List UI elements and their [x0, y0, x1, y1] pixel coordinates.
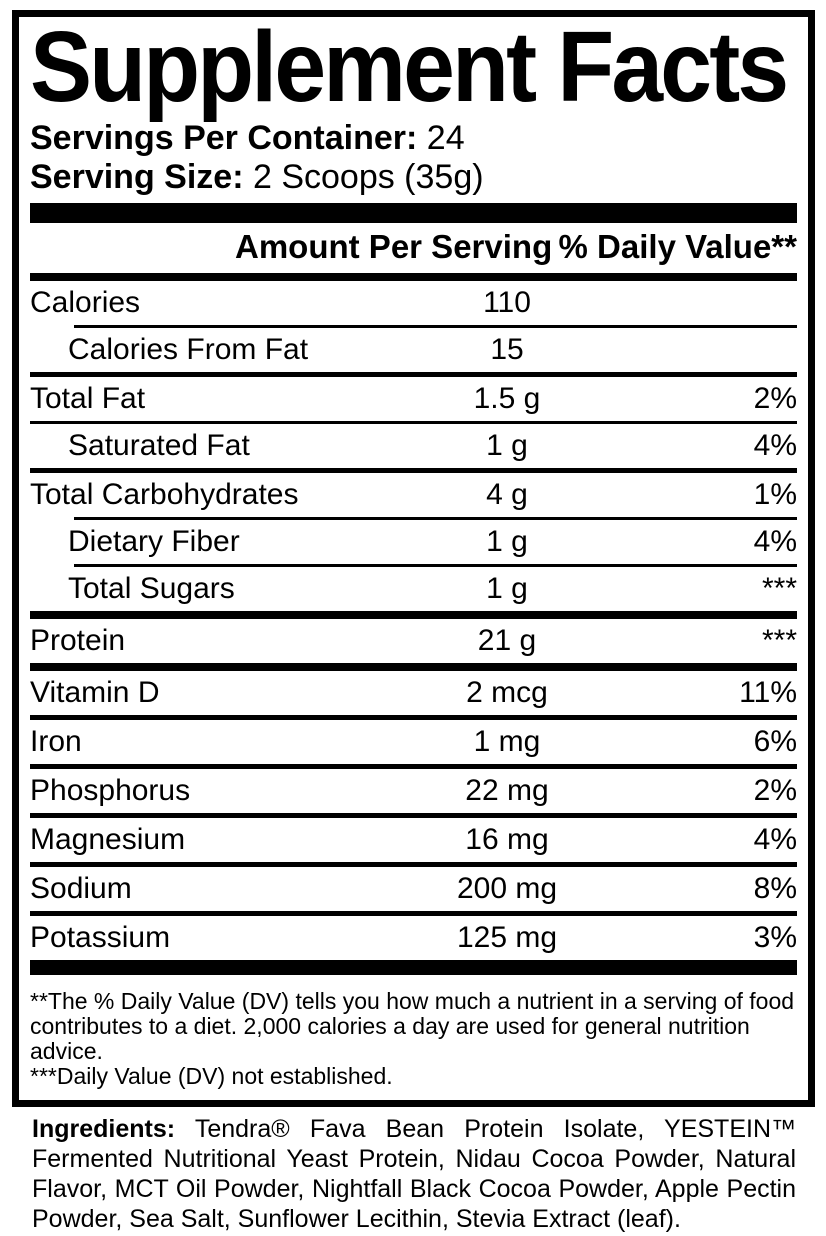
nutrient-amount: 1 g: [486, 525, 528, 558]
daily-value-header: % Daily Value**: [558, 228, 797, 265]
serving-size-value: 2 Scoops (35g): [252, 158, 484, 196]
nutrient-dv: 2%: [753, 774, 797, 807]
nutrient-amount: 15: [490, 333, 524, 366]
servings-per-container-label: Servings Per Container:: [30, 119, 418, 157]
row-separator: [30, 764, 797, 769]
nutrient-row: Total Sugars 1 g ***: [30, 567, 797, 611]
row-separator: [30, 372, 797, 377]
ingredients: Ingredients: Tendra® Fava Bean Protein I…: [32, 1114, 796, 1234]
row-separator: [30, 663, 797, 671]
nutrient-amount: 110: [483, 286, 531, 319]
nutrient-row: Calories 110: [30, 281, 797, 325]
serving-size-label: Serving Size:: [30, 158, 244, 196]
nutrient-name: Phosphorus: [30, 774, 191, 807]
nutrient-row: Calories From Fat 15: [30, 328, 797, 372]
serving-size-line: Serving Size: 2 Scoops (35g): [30, 158, 797, 197]
nutrient-row: Total Fat 1.5 g 2%: [30, 377, 797, 421]
nutrient-dv: 4%: [753, 525, 797, 558]
nutrient-dv: ***: [761, 572, 797, 605]
nutrient-amount: 125 mg: [456, 921, 558, 954]
nutrient-amount: 1 g: [486, 429, 528, 462]
column-header-row: Amount Per Serving % Daily Value**: [30, 223, 797, 273]
row-separator: [30, 813, 797, 818]
nutrient-amount: 1.5 g: [473, 382, 541, 415]
divider-bar-top: [30, 203, 797, 223]
nutrient-dv: 1%: [753, 478, 797, 511]
nutrient-dv: 4%: [753, 429, 797, 462]
nutrient-dv: 8%: [753, 872, 797, 905]
footnotes: **The % Daily Value (DV) tells you how m…: [30, 975, 797, 1089]
ingredients-text: Tendra® Fava Bean Protein Isolate, YESTE…: [32, 1115, 796, 1233]
nutrient-row: Magnesium 16 mg 4%: [30, 818, 797, 862]
nutrient-amount: 2 mcg: [466, 676, 548, 709]
row-separator: [30, 468, 797, 473]
nutrient-amount: 16 mg: [465, 823, 549, 856]
ingredients-label: Ingredients:: [32, 1115, 176, 1143]
nutrient-rows: Calories 110 Calories From Fat 15 Total Fat 1…: [30, 281, 797, 960]
nutrient-row: Vitamin D 2 mcg 11%: [30, 671, 797, 715]
nutrient-row: Total Carbohydrates 4 g 1%: [30, 473, 797, 517]
nutrient-amount: 4 g: [486, 478, 528, 511]
row-separator: [74, 517, 797, 520]
supplement-facts-box: Supplement Facts Servings Per Container:…: [12, 10, 815, 1107]
nutrient-name: Total Fat: [30, 382, 146, 415]
nutrient-dv: 6%: [753, 725, 797, 758]
nutrient-name: Vitamin D: [30, 676, 160, 709]
row-separator: [30, 611, 797, 619]
amount-per-serving-header: Amount Per Serving: [235, 228, 553, 265]
nutrient-name: Sodium: [30, 872, 132, 905]
nutrient-name: Magnesium: [30, 823, 186, 856]
row-separator: [74, 564, 797, 567]
nutrient-name: Protein: [30, 624, 126, 657]
nutrient-dv: ***: [761, 624, 797, 657]
nutrient-amount: 21 g: [477, 624, 537, 657]
divider-bar-bottom: [30, 960, 797, 975]
nutrient-row: Protein 21 g ***: [30, 619, 797, 663]
nutrient-name: Potassium: [30, 921, 171, 954]
nutrient-row: Dietary Fiber 1 g 4%: [30, 520, 797, 564]
nutrient-dv: 4%: [753, 823, 797, 856]
row-separator: [30, 421, 797, 424]
row-separator: [74, 325, 797, 328]
row-separator: [30, 715, 797, 720]
nutrient-row: Potassium 125 mg 3%: [30, 916, 797, 960]
nutrient-amount: 22 mg: [465, 774, 549, 807]
header-rule: [30, 273, 797, 281]
nutrient-dv: 2%: [753, 382, 797, 415]
nutrient-dv: 11%: [739, 676, 797, 709]
footnote-not-established: ***Daily Value (DV) not established.: [30, 1063, 393, 1089]
nutrient-name: Total Sugars: [68, 572, 235, 605]
row-separator: [30, 911, 797, 916]
row-separator: [30, 862, 797, 867]
nutrient-dv: 3%: [753, 921, 797, 954]
footnote-daily-value: **The % Daily Value (DV) tells you how m…: [30, 988, 795, 1064]
nutrient-row: Phosphorus 22 mg 2%: [30, 769, 797, 813]
nutrient-name: Calories: [30, 286, 141, 319]
nutrient-amount: 1 g: [486, 572, 528, 605]
nutrient-name: Iron: [30, 725, 82, 758]
nutrient-name: Calories From Fat: [68, 333, 309, 366]
nutrient-row: Sodium 200 mg 8%: [30, 867, 797, 911]
nutrient-name: Total Carbohydrates: [30, 478, 299, 511]
nutrient-row: Iron 1 mg 6%: [30, 720, 797, 764]
servings-per-container-value: 24: [426, 119, 465, 157]
label-title: Supplement Facts: [30, 11, 789, 123]
servings-per-container-line: Servings Per Container: 24: [30, 119, 797, 158]
nutrient-amount: 200 mg: [456, 872, 558, 905]
nutrient-name: Dietary Fiber: [68, 525, 240, 558]
nutrient-name: Saturated Fat: [68, 429, 250, 462]
nutrient-amount: 1 mg: [473, 725, 541, 758]
nutrient-row: Saturated Fat 1 g 4%: [30, 424, 797, 468]
